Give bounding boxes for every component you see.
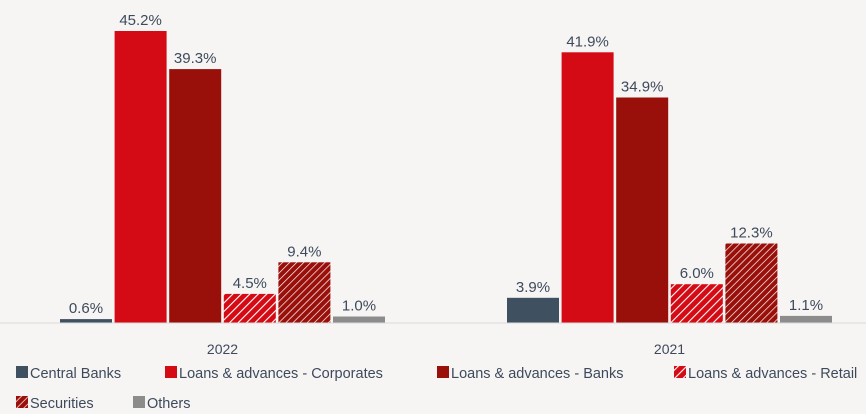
category-label-2022: 2022	[207, 341, 238, 357]
legend-label-central-banks: Central Banks	[30, 366, 121, 382]
value-label-2021-securities: 12.3%	[730, 225, 773, 242]
legend-item-loans-and-advances-retail: Loans & advances - Retail	[674, 366, 857, 382]
legend-label-securities: Securities	[30, 396, 94, 412]
bar-2021-loans-and-advances-banks	[616, 97, 669, 323]
bar-2021-others	[780, 315, 832, 323]
bar-2022-loans-and-advances-banks	[169, 69, 222, 323]
bar-2021-securities	[725, 243, 778, 323]
bar-2022-central-banks	[60, 319, 112, 323]
value-label-2021-loans-and-advances-corporates: 41.9%	[566, 33, 609, 50]
bar-2022-loans-and-advances-retail	[223, 293, 276, 323]
legend-label-loans-and-advances-banks: Loans & advances - Banks	[451, 366, 624, 382]
legend-swatch-loans-and-advances-corporates	[165, 366, 177, 378]
legend-swatch-others	[133, 396, 145, 408]
bar-2021-central-banks	[507, 297, 559, 323]
bar-2022-loans-and-advances-corporates	[114, 31, 167, 323]
legend-item-central-banks: Central Banks	[16, 366, 121, 382]
legend-label-loans-and-advances-corporates: Loans & advances - Corporates	[179, 366, 383, 382]
bars-layer	[60, 31, 832, 324]
legend-label-others: Others	[147, 396, 191, 412]
value-label-2022-loans-and-advances-retail: 4.5%	[233, 275, 267, 292]
legend-item-loans-and-advances-corporates: Loans & advances - Corporates	[165, 366, 383, 382]
value-label-2022-loans-and-advances-corporates: 45.2%	[119, 12, 162, 29]
bar-2022-securities	[278, 262, 331, 323]
legend: Central Banks Loans & advances - Corporat…	[16, 366, 857, 412]
bar-2021-loans-and-advances-retail	[670, 284, 723, 323]
legend-item-securities: Securities	[16, 396, 94, 412]
bar-2021-loans-and-advances-corporates	[561, 52, 614, 324]
legend-item-loans-and-advances-banks: Loans & advances - Banks	[437, 366, 624, 382]
value-labels-layer: 0.6% 45.2% 39.3% 4.5% 9.4% 1.0% 3.9% 41.9% 34.9%…	[69, 12, 823, 317]
value-label-2022-others: 1.0%	[342, 298, 376, 315]
value-label-2022-loans-and-advances-banks: 39.3%	[174, 50, 217, 67]
legend-swatch-securities	[16, 396, 28, 408]
legend-swatch-loans-and-advances-banks	[437, 366, 449, 378]
category-labels-layer: 2022 2021	[207, 341, 685, 357]
legend-swatch-loans-and-advances-retail	[674, 366, 686, 378]
legend-item-others: Others	[133, 396, 191, 412]
value-label-2021-loans-and-advances-retail: 6.0%	[680, 265, 714, 282]
value-label-2021-loans-and-advances-banks: 34.9%	[621, 79, 664, 96]
legend-label-loans-and-advances-retail: Loans & advances - Retail	[688, 366, 857, 382]
value-label-2021-others: 1.1%	[789, 297, 823, 314]
value-label-2022-central-banks: 0.6%	[69, 300, 103, 317]
value-label-2022-securities: 9.4%	[287, 243, 321, 260]
value-label-2021-central-banks: 3.9%	[516, 279, 550, 296]
category-label-2021: 2021	[654, 341, 685, 357]
legend-swatch-central-banks	[16, 366, 28, 378]
bar-2022-others	[333, 316, 385, 323]
